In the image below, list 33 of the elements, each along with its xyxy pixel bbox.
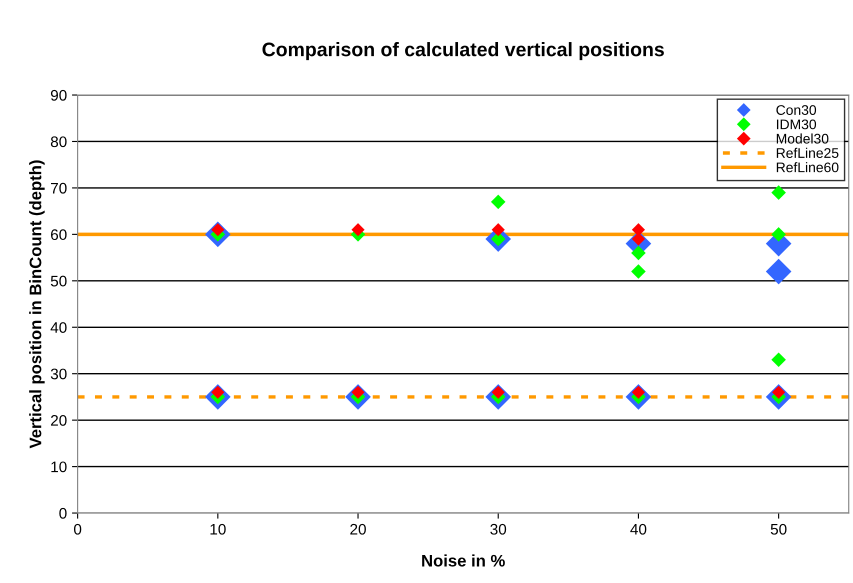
chart-title: Comparison of calculated vertical positions xyxy=(262,42,664,60)
x-tick-label: 50 xyxy=(770,524,787,535)
x-tick-label: 20 xyxy=(350,524,366,535)
y-tick-label: 20 xyxy=(50,415,67,426)
y-tick-label: 0 xyxy=(59,508,67,519)
y-tick-label: 60 xyxy=(50,229,67,240)
x-axis-title: Noise in % xyxy=(422,554,505,567)
point xyxy=(766,258,792,284)
legend-label: Model30 xyxy=(776,133,828,144)
y-tick-label: 30 xyxy=(50,368,67,380)
point xyxy=(492,223,505,236)
y-tick-label: 80 xyxy=(50,136,67,148)
point xyxy=(771,227,786,242)
x-tick-label: 40 xyxy=(630,524,646,535)
legend-label: Con30 xyxy=(776,105,816,115)
point xyxy=(631,246,646,260)
point xyxy=(351,223,365,236)
x-tick-label: 10 xyxy=(210,524,226,535)
x-tick-label: 0 xyxy=(74,524,82,535)
y-tick-label: 90 xyxy=(50,90,67,101)
point xyxy=(631,264,646,279)
legend-label: RefLine25 xyxy=(776,148,838,158)
point xyxy=(771,352,786,368)
legend-label: RefLine60 xyxy=(776,162,838,172)
legend-label: IDM30 xyxy=(776,119,816,130)
x-tick-label: 30 xyxy=(490,524,506,535)
y-tick-label: 50 xyxy=(50,276,67,286)
point xyxy=(490,194,506,210)
y-axis-title: Vertical position in BinCount (depth) xyxy=(29,160,45,448)
y-tick-label: 10 xyxy=(51,461,67,472)
point xyxy=(771,185,786,200)
y-tick-label: 40 xyxy=(50,322,67,333)
y-tick-label: 70 xyxy=(51,182,67,194)
